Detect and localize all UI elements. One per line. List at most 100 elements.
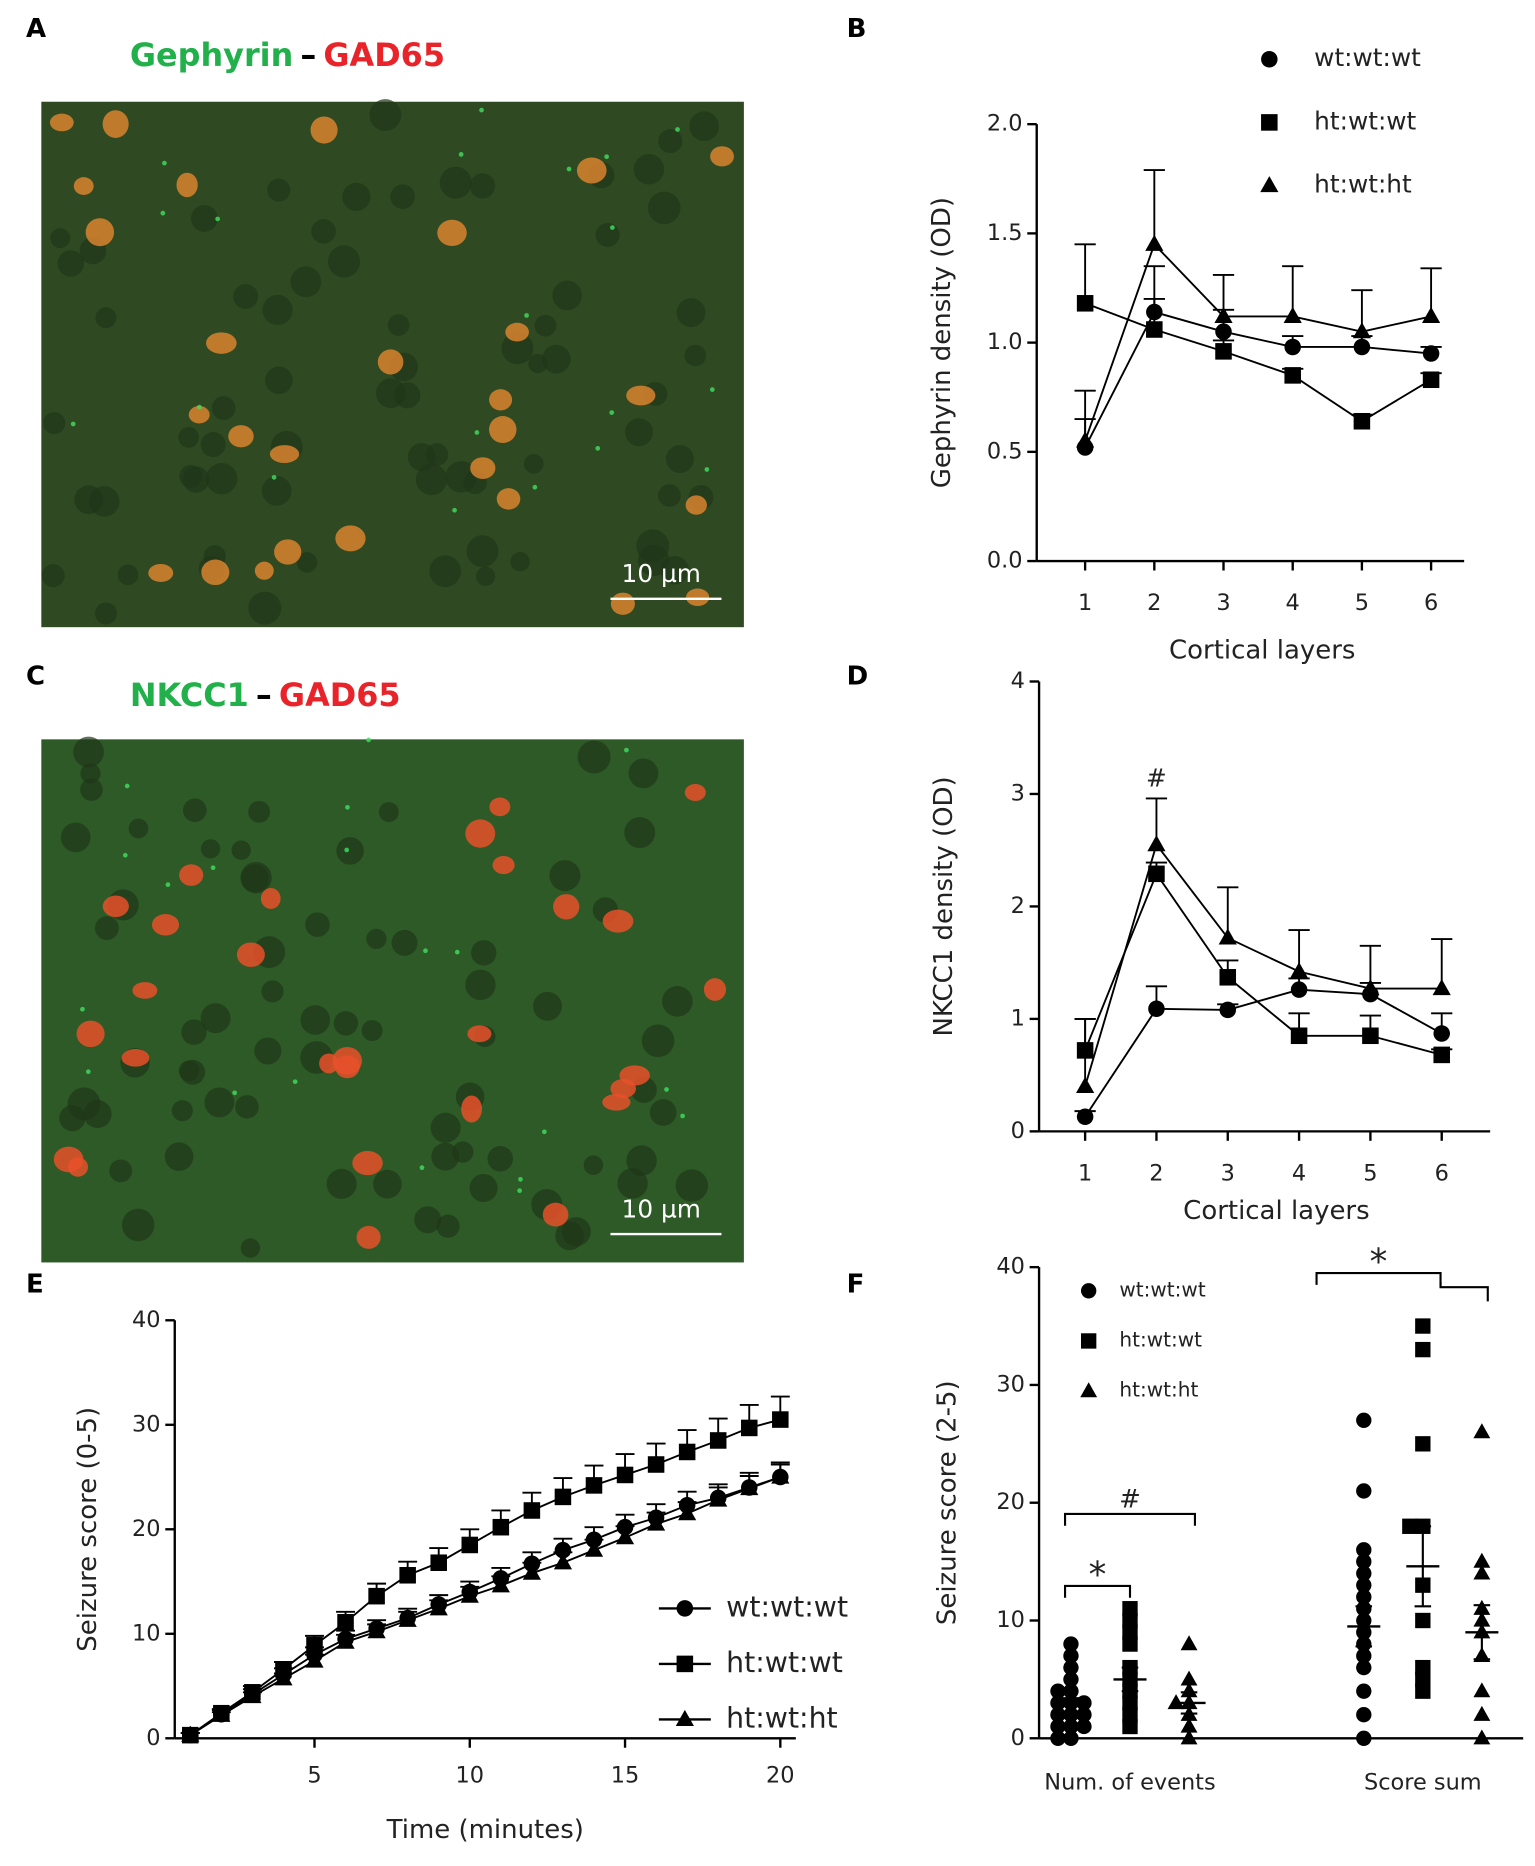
cell [267,178,291,202]
cell [254,1037,282,1065]
cell [265,366,293,395]
cell [88,486,120,517]
marker [1219,1001,1237,1019]
marker [1473,1552,1491,1568]
cell [205,463,238,495]
labelled-cell [269,445,300,464]
cell [436,1214,460,1238]
cell [675,1169,709,1202]
labelled-cell [206,332,237,354]
legend-label: ht:wt:wt [1314,106,1416,135]
cell [262,294,293,326]
labelled-cell [236,942,265,967]
cell [178,426,200,448]
scale-bar-label: 10 µm [622,1194,701,1223]
y-tick-label: 1.0 [987,329,1023,355]
marker [554,1541,572,1559]
x-axis-label: Cortical layers [1169,635,1355,665]
marker [676,1655,694,1673]
x-tick-label: Num. of events [1044,1770,1215,1796]
cell [241,864,269,893]
panel-label: A [26,14,46,44]
marker [1050,1695,1066,1711]
marker [1362,1027,1379,1045]
cell [190,204,218,232]
x-tick-label: 3 [1216,590,1230,616]
cell [595,222,620,248]
cell [179,464,203,488]
puncta [344,847,350,853]
puncta [70,421,76,427]
marker [676,1600,694,1617]
puncta [474,430,480,435]
marker [399,1567,416,1584]
labelled-cell [610,592,635,615]
cell [549,860,581,892]
puncta [595,445,601,451]
marker [1284,338,1301,356]
puncta [566,166,572,172]
puncta [680,1113,685,1119]
y-tick-label: 3 [1011,780,1025,806]
marker [1415,1318,1431,1334]
labelled-cell [602,909,634,933]
labelled-cell [254,561,274,580]
cell [67,1087,101,1121]
marker [1063,1707,1079,1723]
marker [1063,1718,1079,1735]
marker [1433,1046,1450,1064]
marker [1180,1682,1198,1698]
title-part: GAD65 [323,36,445,74]
panel-label: D [847,661,869,691]
cell [342,182,371,212]
cell [414,1206,442,1234]
labelled-cell [461,1095,482,1123]
marker [243,1686,262,1704]
marker [1356,1412,1372,1428]
marker [1473,1705,1491,1721]
puncta [479,107,484,113]
labelled-cell [49,113,74,132]
marker [305,1651,324,1668]
cell [662,986,693,1017]
labelled-cell [377,349,404,375]
labelled-cell [151,914,180,936]
marker [1422,345,1440,362]
marker [585,1477,603,1494]
marker [1180,1729,1198,1745]
y-tick-label: 4 [1011,668,1025,694]
series-line [1084,988,1443,1118]
cell [475,566,496,586]
labelled-cell [319,1053,339,1074]
cell [555,1221,584,1251]
title-part: – [256,676,272,714]
labelled-cell [188,406,210,424]
cell [676,298,706,328]
marker [1122,1612,1138,1629]
marker [1063,1671,1079,1688]
marker [1122,1601,1138,1617]
cell [471,940,497,966]
marker [1415,1659,1431,1676]
legend-label: ht:wt:ht [726,1701,838,1734]
puncta [292,1079,298,1085]
marker [772,1411,789,1428]
puncta [524,313,529,318]
sem-bar [1180,1691,1198,1715]
marker [740,1419,758,1437]
marker [1076,295,1094,312]
marker [709,1490,728,1507]
cell [181,1019,207,1045]
series-line [1084,842,1442,1087]
x-axis-label: Cortical layers [1183,1196,1369,1226]
marker [1167,1694,1185,1710]
cell [501,332,534,365]
labelled-cell [335,525,366,552]
marker [1415,1683,1431,1699]
marker [1356,1577,1372,1593]
labelled-cell [684,783,706,801]
marker [1290,981,1308,998]
cell [57,250,85,277]
x-tick-label: 20 [766,1763,795,1789]
marker [678,1443,696,1461]
